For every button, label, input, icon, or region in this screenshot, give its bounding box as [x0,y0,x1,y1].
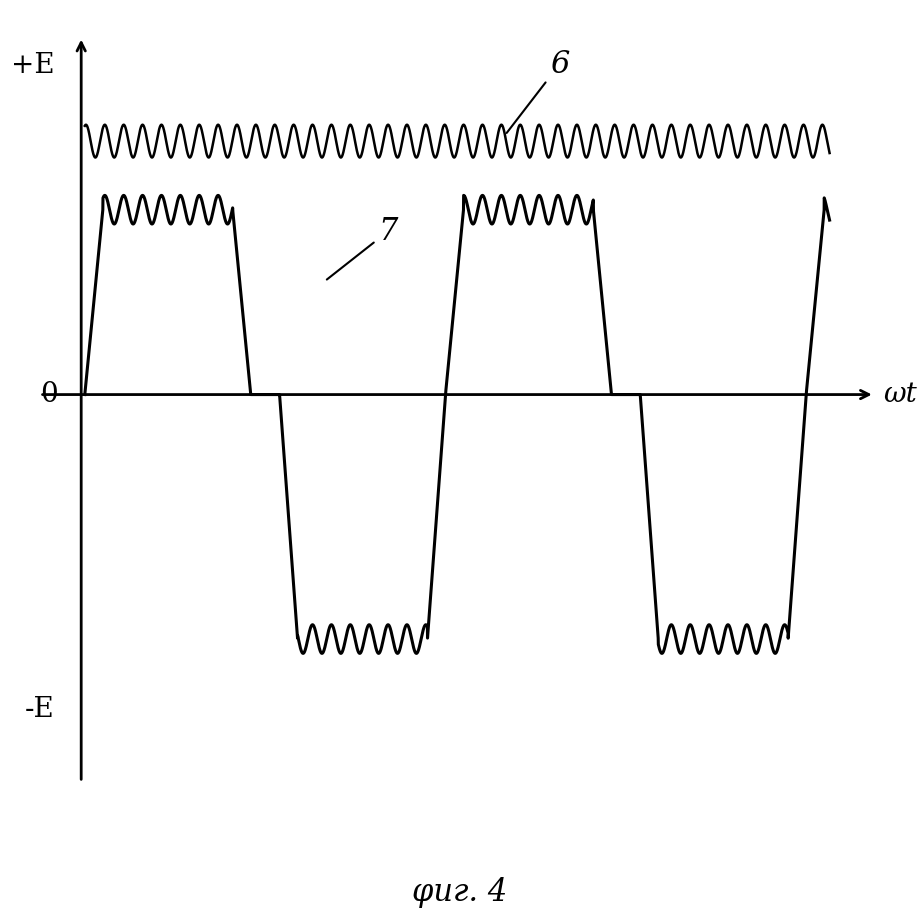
Text: -E: -E [24,695,54,722]
Text: 6: 6 [507,48,569,133]
Text: 0: 0 [40,381,58,408]
Text: +E: +E [10,52,54,78]
Text: 7: 7 [327,216,398,280]
Text: ωt: ωt [883,381,917,408]
Text: φиг. 4: φиг. 4 [413,877,508,908]
